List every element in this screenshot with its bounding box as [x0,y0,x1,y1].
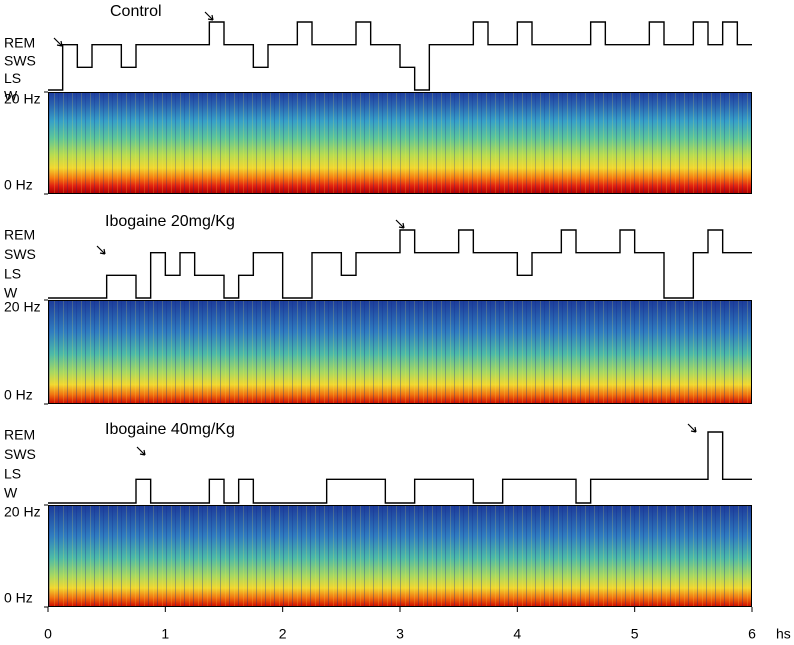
x-tick-label: 3 [396,626,404,642]
panel-title: Control [110,3,162,20]
state-label: LS [4,465,21,481]
hypnogram [48,21,752,91]
spectrogram [48,300,752,404]
freq-label: 20 Hz [4,504,41,520]
state-label: REM [4,427,35,443]
spectrogram [48,92,752,194]
panel-title: Ibogaine 20mg/Kg [105,213,235,230]
freq-label: 0 Hz [4,177,33,193]
state-label: REM [4,227,35,243]
hypnogram [48,229,752,299]
state-label: LS [4,265,21,281]
state-label: SWS [4,246,36,262]
state-label: SWS [4,446,36,462]
freq-label: 0 Hz [4,387,33,403]
freq-label: 20 Hz [4,91,41,107]
state-label: SWS [4,52,36,68]
x-tick-label: 0 [44,626,52,642]
state-label: W [4,88,18,104]
x-tick-label: 1 [161,626,169,642]
x-tick-label: 2 [279,626,287,642]
x-tick-label: 5 [631,626,639,642]
x-tick-label: 6 [748,626,756,642]
state-label: REM [4,35,35,51]
freq-label: 0 Hz [4,590,33,606]
annotation-arrows [53,11,697,456]
x-tick-label: 4 [513,626,521,642]
x-axis-label: hs [776,626,791,642]
freq-label: 20 Hz [4,299,41,315]
hypnogram [48,431,752,504]
spectrogram [48,505,752,607]
state-label: W [4,285,18,301]
state-label: W [4,485,18,501]
state-label: LS [4,70,21,86]
panel-title: Ibogaine 40mg/Kg [105,421,235,438]
